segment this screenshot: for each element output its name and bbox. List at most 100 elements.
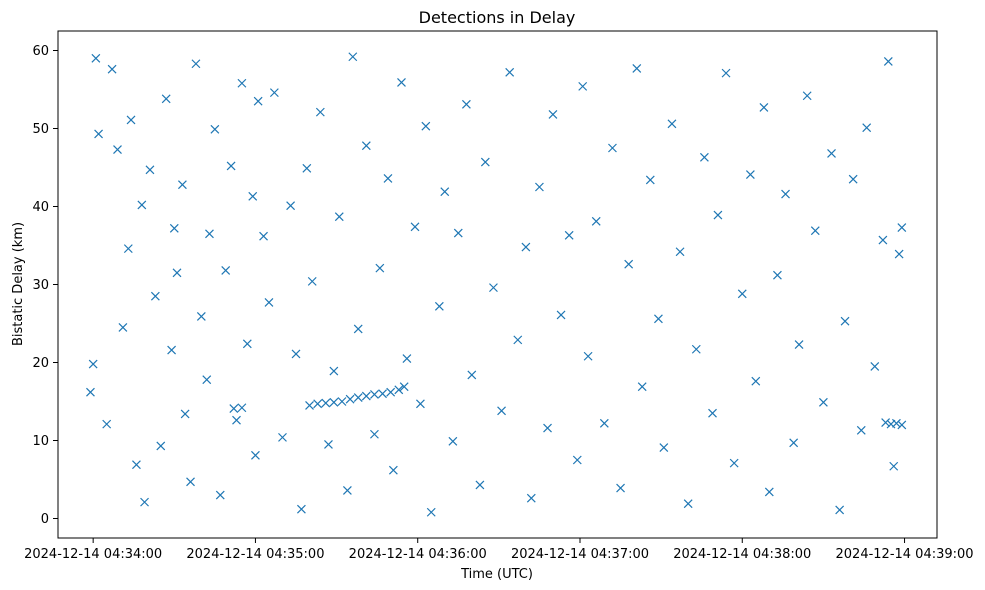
data-point	[251, 450, 260, 460]
data-point	[202, 375, 212, 385]
data-point	[191, 59, 201, 69]
data-point	[440, 187, 450, 197]
data-point	[375, 263, 385, 273]
x-axis: 2024-12-14 04:34:00 2024-12-14 04:35:00 20…	[24, 538, 974, 562]
data-point	[337, 397, 347, 406]
data-point	[196, 312, 206, 321]
data-point	[583, 351, 593, 361]
data-point	[475, 480, 485, 490]
data-point	[667, 119, 677, 129]
data-point	[156, 441, 166, 451]
data-point	[172, 268, 182, 278]
data-point	[789, 438, 799, 448]
y-tick-label: 30	[32, 278, 49, 293]
data-point	[132, 460, 141, 470]
data-point	[137, 200, 147, 210]
data-point	[399, 382, 409, 392]
y-tick-label: 50	[32, 122, 49, 137]
data-point	[564, 230, 574, 240]
data-point	[361, 141, 371, 151]
data-point	[572, 455, 582, 465]
data-point	[713, 210, 723, 220]
data-point	[248, 191, 258, 201]
data-point	[659, 443, 669, 452]
data-point	[708, 408, 717, 418]
data-point	[632, 64, 642, 73]
data-point	[637, 382, 647, 392]
x-tick-label: 2024-12-14 04:34:00	[24, 547, 162, 562]
data-point	[397, 78, 406, 87]
data-point	[624, 259, 634, 269]
data-point	[781, 189, 790, 199]
data-point	[608, 143, 617, 153]
data-point	[894, 249, 904, 259]
data-point	[721, 68, 731, 78]
data-point	[881, 418, 891, 427]
data-point	[102, 419, 112, 429]
data-point	[113, 145, 122, 154]
data-point	[745, 170, 755, 179]
data-point	[818, 397, 828, 407]
data-point	[599, 418, 609, 428]
data-point	[386, 387, 396, 397]
data-point	[897, 420, 907, 430]
data-point	[370, 429, 379, 439]
data-point	[169, 223, 179, 233]
data-point	[91, 53, 101, 63]
data-point	[591, 216, 601, 226]
data-point	[221, 266, 231, 275]
data-point	[794, 340, 804, 349]
data-point	[307, 276, 317, 286]
data-point	[526, 493, 536, 503]
data-point	[94, 129, 103, 139]
y-tick-label: 10	[32, 434, 49, 449]
data-point	[215, 490, 225, 500]
data-point	[259, 231, 268, 241]
data-point	[654, 314, 663, 324]
x-tick-label: 2024-12-14 04:37:00	[511, 547, 649, 562]
data-point	[521, 242, 531, 252]
data-point	[810, 226, 820, 236]
data-point	[699, 152, 709, 162]
data-point	[434, 301, 444, 311]
data-point	[237, 403, 247, 413]
data-point	[378, 389, 387, 399]
data-point	[329, 397, 339, 407]
data-point	[361, 391, 371, 401]
y-axis: 0 10 20 30 40 50 60	[32, 44, 58, 527]
data-point	[161, 94, 171, 104]
data-point	[353, 324, 363, 334]
data-point	[448, 436, 458, 446]
data-point	[883, 56, 893, 66]
data-point	[497, 406, 506, 416]
data-point	[548, 110, 558, 119]
data-point	[321, 398, 331, 408]
data-point	[253, 96, 263, 106]
data-point	[150, 291, 160, 301]
data-point	[305, 400, 314, 410]
y-tick-label: 0	[41, 512, 49, 527]
data-point	[167, 345, 177, 355]
data-point	[848, 174, 858, 184]
data-point	[862, 123, 872, 133]
data-point	[870, 361, 880, 371]
x-tick-label: 2024-12-14 04:38:00	[673, 547, 811, 562]
data-point	[348, 52, 358, 62]
data-point	[410, 222, 420, 232]
data-point	[345, 394, 355, 404]
data-point	[296, 504, 306, 514]
data-point	[892, 418, 901, 428]
data-point	[302, 163, 312, 173]
data-point	[140, 497, 149, 507]
data-point	[675, 247, 685, 257]
data-point	[878, 235, 888, 245]
data-point	[897, 223, 907, 232]
data-point	[383, 173, 393, 183]
data-point	[88, 359, 98, 369]
data-point	[737, 289, 747, 299]
x-tick-label: 2024-12-14 04:39:00	[836, 547, 974, 562]
data-point	[205, 229, 214, 239]
chart-title: Detections in Delay	[419, 8, 576, 27]
data-point	[461, 99, 471, 109]
